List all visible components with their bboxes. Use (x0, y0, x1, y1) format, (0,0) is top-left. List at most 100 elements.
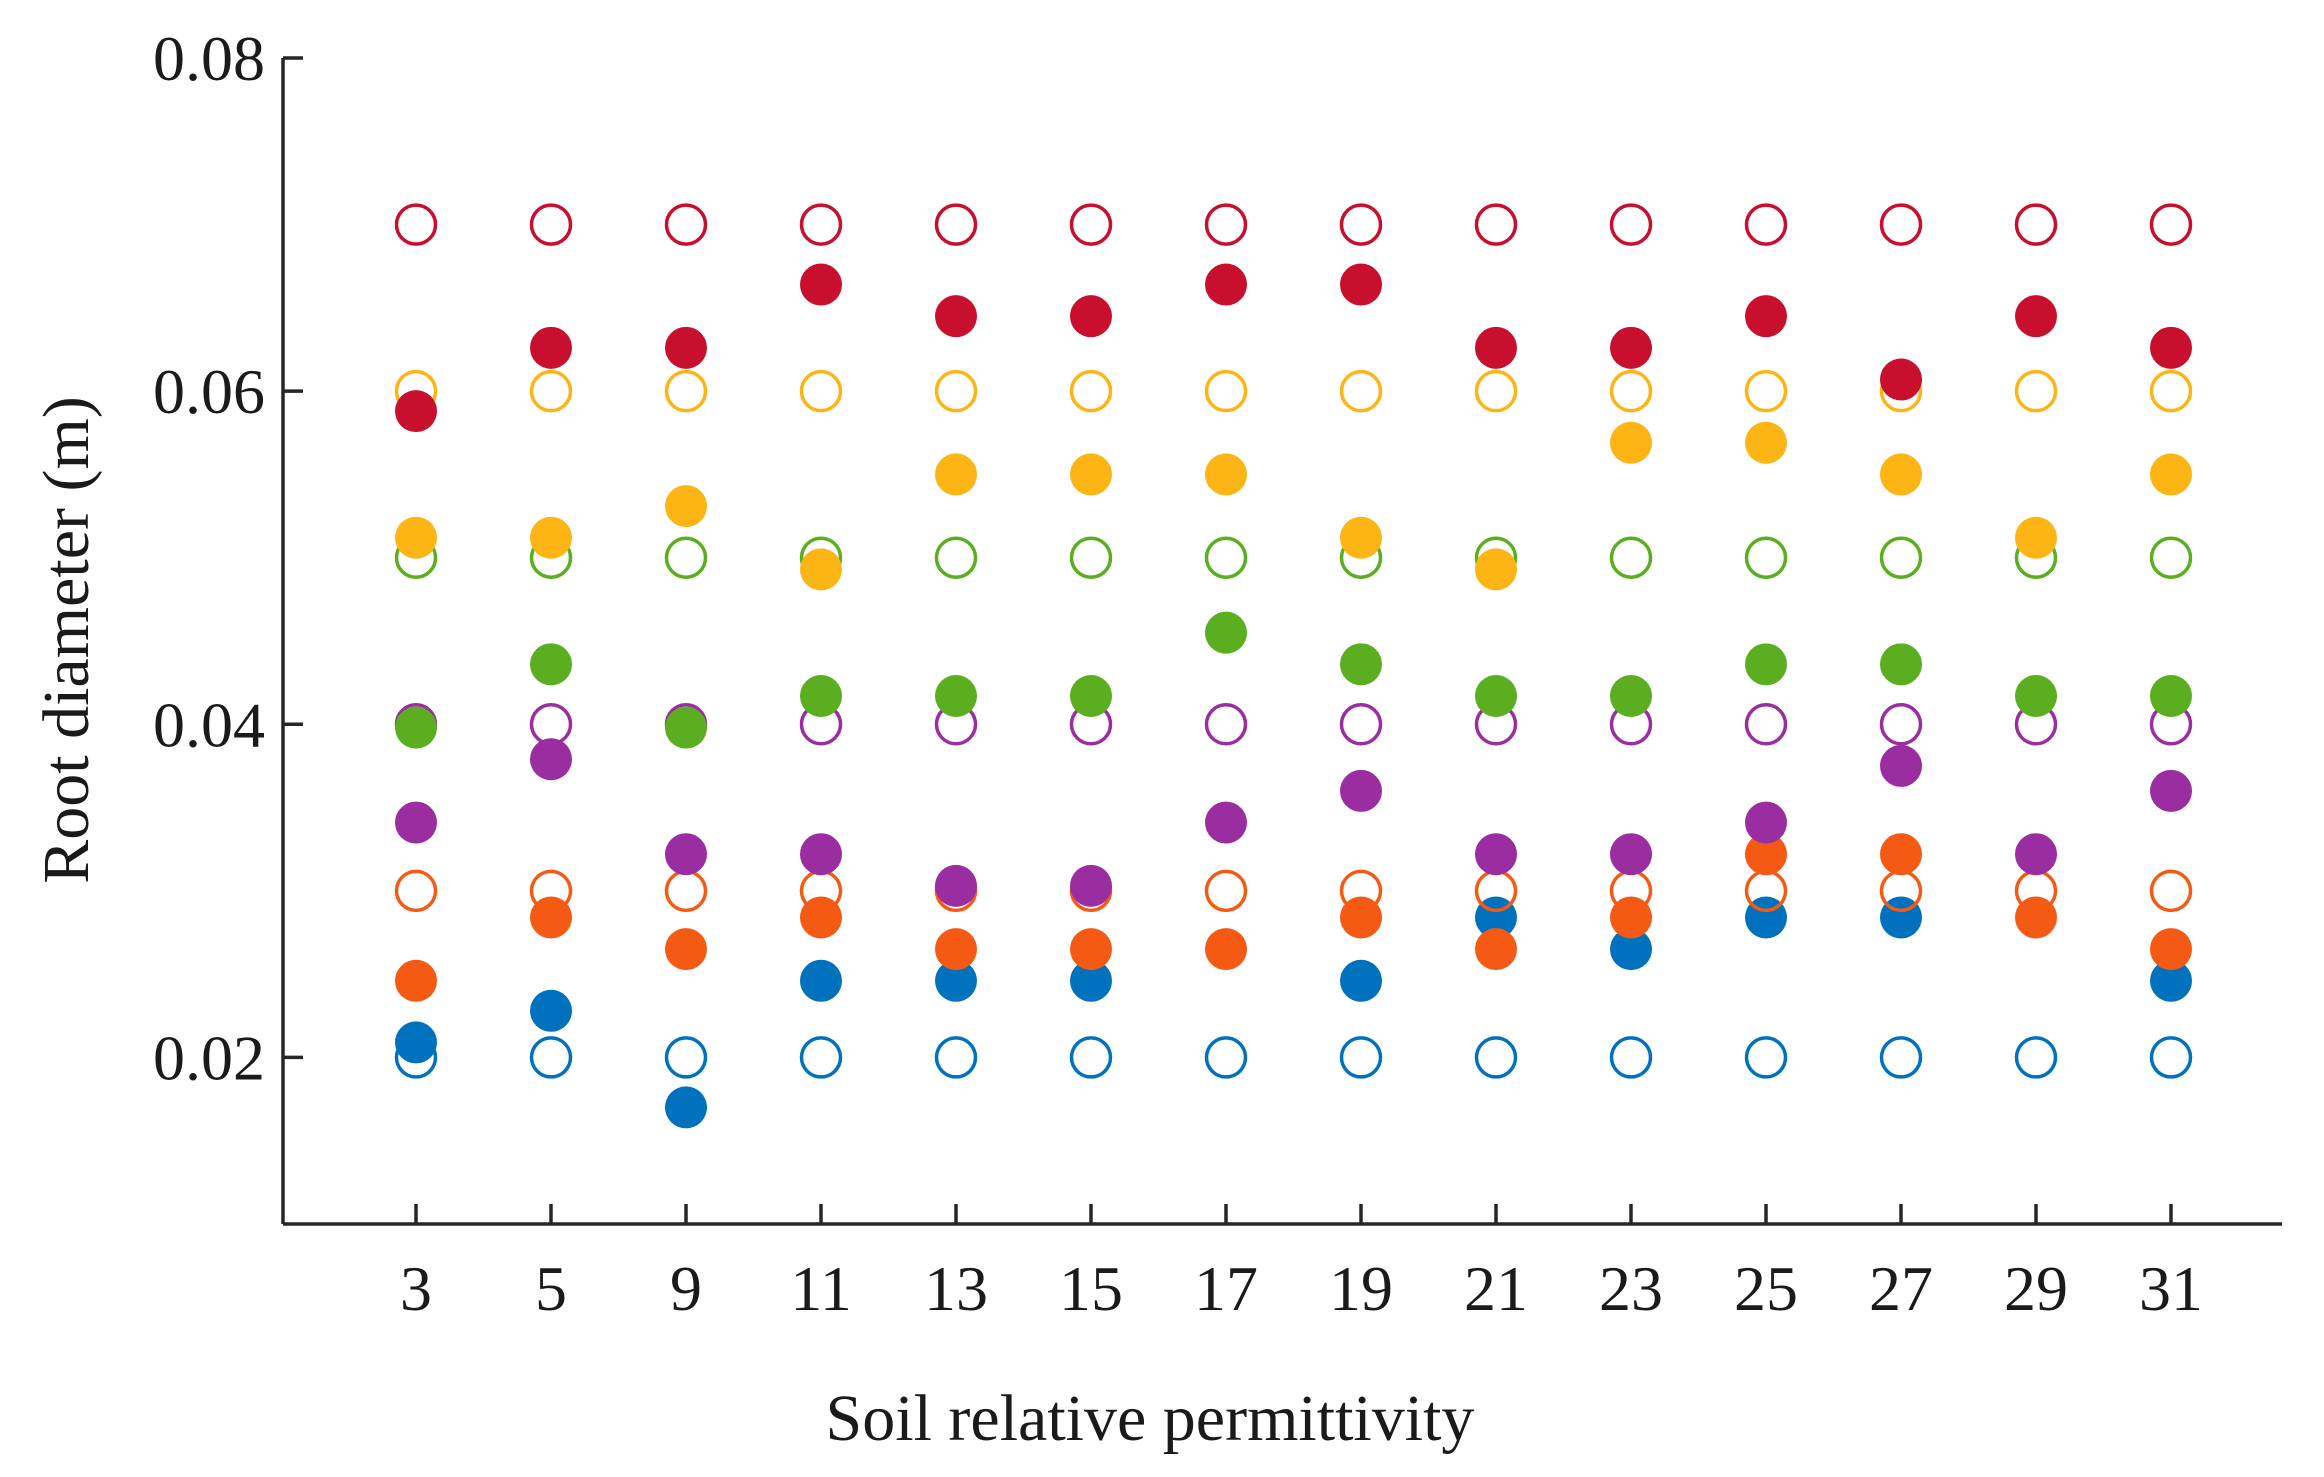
x-tick-label: 11 (790, 1253, 852, 1324)
filled-marker (530, 989, 572, 1032)
filled-marker (665, 928, 707, 971)
open-marker (664, 369, 708, 413)
filled-marker (935, 864, 977, 907)
filled-marker (1880, 643, 1922, 686)
open-marker (394, 869, 438, 913)
y-tick-label: 0.04 (153, 689, 265, 760)
open-marker (799, 369, 843, 413)
filled-marker (1745, 421, 1787, 464)
series-0-07-m-true (394, 203, 2193, 246)
filled-marker (935, 674, 977, 717)
filled-marker (935, 959, 977, 1002)
filled-marker (1475, 928, 1517, 971)
filled-marker (1475, 548, 1517, 591)
filled-marker (1340, 516, 1382, 559)
filled-marker (1610, 896, 1652, 939)
series-0-03-m-true (394, 869, 2193, 913)
series-0-06-m-estimated (395, 421, 2192, 591)
filled-marker (935, 928, 977, 971)
x-tick-label: 23 (1599, 1253, 1663, 1324)
open-marker (2014, 203, 2058, 246)
filled-marker (1205, 928, 1247, 971)
filled-marker (1070, 674, 1112, 717)
filled-marker (530, 643, 572, 686)
open-marker (1474, 869, 1518, 913)
open-marker (1204, 203, 1248, 246)
y-tick-label: 0.06 (153, 356, 265, 427)
filled-marker (1070, 959, 1112, 1002)
x-tick-label: 13 (924, 1253, 988, 1324)
filled-marker (2150, 453, 2192, 496)
open-marker (1744, 369, 1788, 413)
y-tick-label: 0.08 (153, 23, 265, 94)
open-marker (1474, 203, 1518, 246)
open-marker (664, 869, 708, 913)
filled-marker (530, 738, 572, 781)
filled-marker (665, 706, 707, 749)
open-marker (664, 1036, 708, 1079)
open-marker (1609, 369, 1653, 413)
open-marker (529, 1036, 573, 1079)
open-marker (1339, 369, 1383, 413)
open-marker (529, 703, 573, 746)
filled-marker (530, 896, 572, 939)
filled-marker (1880, 453, 1922, 496)
open-marker (529, 203, 573, 246)
filled-marker (935, 453, 977, 496)
open-marker (2149, 869, 2193, 913)
y-axis-label: Root diameter (m) (30, 396, 103, 884)
filled-marker (1880, 744, 1922, 787)
open-marker (1609, 1036, 1653, 1079)
open-marker (1204, 703, 1248, 746)
open-marker (1879, 1036, 1923, 1079)
open-marker (1474, 1036, 1518, 1079)
open-marker (1879, 203, 1923, 246)
open-marker (1204, 869, 1248, 913)
filled-marker (1880, 833, 1922, 876)
open-marker (2014, 1036, 2058, 1079)
open-marker (1204, 536, 1248, 579)
open-marker (2149, 536, 2193, 579)
open-marker (1339, 703, 1383, 746)
x-tick-label: 21 (1464, 1253, 1528, 1324)
filled-marker (2015, 516, 2057, 559)
filled-marker (1205, 801, 1247, 844)
series-0-06-m-true (394, 369, 2193, 413)
filled-marker (395, 1021, 437, 1064)
filled-marker (665, 833, 707, 876)
x-tick-label: 29 (2004, 1253, 2068, 1324)
open-marker (1474, 369, 1518, 413)
filled-marker (800, 959, 842, 1002)
series-0-05-m-estimated (395, 611, 2192, 749)
x-tick-label: 3 (400, 1253, 432, 1324)
open-marker (1744, 203, 1788, 246)
x-tick-label: 17 (1194, 1253, 1258, 1324)
filled-marker (2150, 674, 2192, 717)
open-marker (664, 536, 708, 579)
filled-marker (1205, 611, 1247, 654)
open-marker (1744, 703, 1788, 746)
filled-marker (395, 959, 437, 1002)
filled-marker (2150, 959, 2192, 1002)
filled-marker (800, 896, 842, 939)
open-marker (2149, 203, 2193, 246)
filled-marker (800, 548, 842, 591)
filled-marker (1340, 643, 1382, 686)
filled-marker (665, 326, 707, 369)
filled-marker (2015, 896, 2057, 939)
open-marker (1879, 703, 1923, 746)
filled-marker (800, 833, 842, 876)
x-tick-label: 9 (670, 1253, 702, 1324)
filled-marker (1070, 295, 1112, 338)
open-marker (529, 369, 573, 413)
filled-marker (1745, 295, 1787, 338)
filled-marker (1880, 358, 1922, 401)
open-marker (1069, 536, 1113, 579)
filled-marker (2150, 928, 2192, 971)
filled-marker (1745, 643, 1787, 686)
data-markers (394, 203, 2193, 1129)
filled-marker (530, 326, 572, 369)
filled-marker (1475, 326, 1517, 369)
filled-marker (2015, 674, 2057, 717)
open-marker (1879, 536, 1923, 579)
